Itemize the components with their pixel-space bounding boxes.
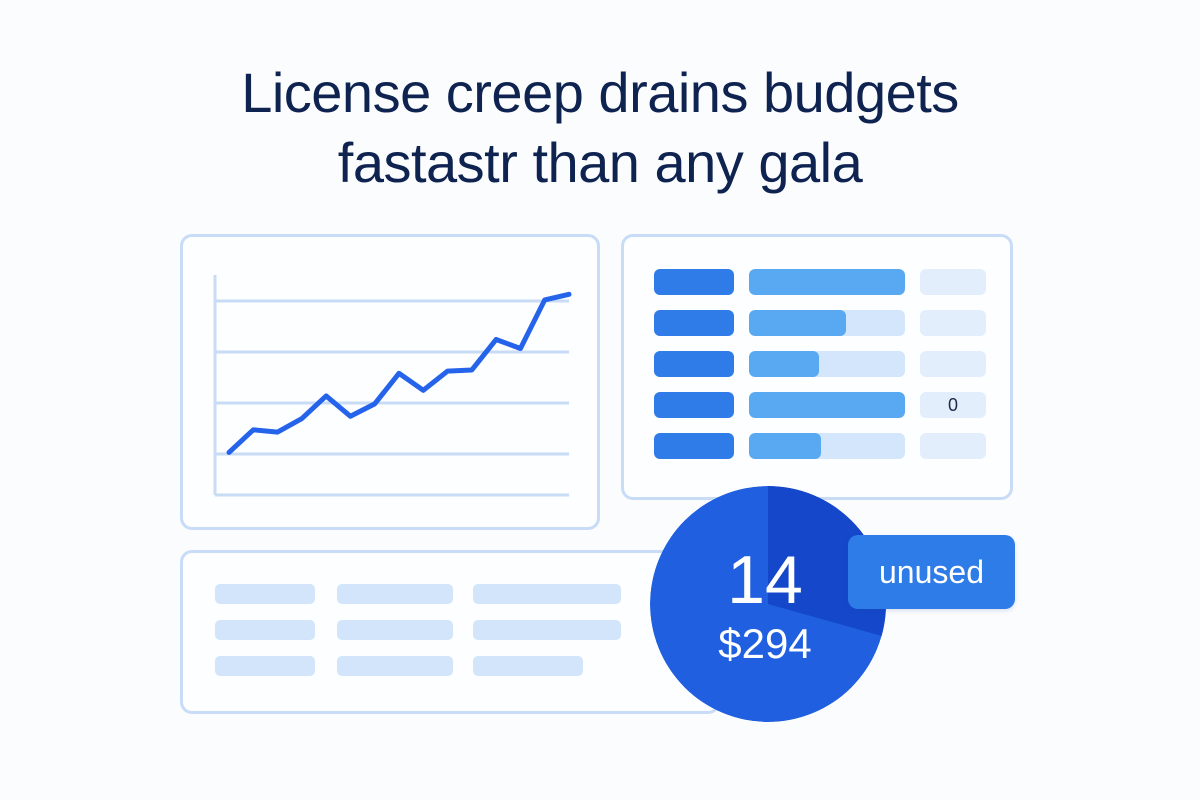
license-row-value bbox=[920, 433, 986, 459]
usage-bar-fill bbox=[749, 310, 846, 336]
usage-bar-fill bbox=[749, 269, 905, 295]
unused-amount: $294 bbox=[718, 620, 812, 667]
list-cell-placeholder bbox=[337, 584, 453, 604]
list-cell-placeholder bbox=[473, 620, 621, 640]
usage-bar-track bbox=[749, 351, 905, 377]
list-cell-placeholder bbox=[215, 584, 315, 604]
license-row-key bbox=[654, 392, 734, 418]
license-row-value bbox=[920, 351, 986, 377]
headline-line-2: fastastr than any gala bbox=[337, 131, 863, 194]
license-row: 0 bbox=[624, 392, 1016, 418]
list-cell-placeholder bbox=[337, 656, 453, 676]
usage-bar-track bbox=[749, 310, 905, 336]
usage-bar-track bbox=[749, 392, 905, 418]
license-row bbox=[624, 310, 1016, 336]
license-table-panel: 0 bbox=[621, 234, 1013, 500]
list-cell-placeholder bbox=[473, 584, 621, 604]
license-row-key bbox=[654, 269, 734, 295]
unused-badge: unused bbox=[848, 535, 1015, 609]
list-cell-placeholder bbox=[337, 620, 453, 640]
license-row bbox=[624, 433, 1016, 459]
license-row-key bbox=[654, 433, 734, 459]
list-cell-placeholder bbox=[473, 656, 583, 676]
list-row bbox=[215, 656, 635, 676]
trend-chart-panel bbox=[180, 234, 600, 530]
license-row-value bbox=[920, 310, 986, 336]
license-row-key bbox=[654, 351, 734, 377]
trend-chart bbox=[213, 275, 572, 497]
list-cell-placeholder bbox=[215, 656, 315, 676]
license-row bbox=[624, 351, 1016, 377]
license-row-value bbox=[920, 269, 986, 295]
usage-bar-fill bbox=[749, 433, 821, 459]
usage-bar-track bbox=[749, 269, 905, 295]
list-cell-placeholder bbox=[215, 620, 315, 640]
usage-bar-track bbox=[749, 433, 905, 459]
list-row bbox=[215, 584, 635, 604]
license-list-panel bbox=[180, 550, 720, 714]
usage-bar-fill bbox=[749, 392, 905, 418]
trend-line bbox=[226, 291, 572, 455]
usage-bar-fill bbox=[749, 351, 820, 377]
headline-line-1: License creep drains budgets bbox=[241, 61, 959, 124]
unused-count: 14 bbox=[727, 542, 803, 618]
headline: License creep drains budgets fastastr th… bbox=[0, 58, 1200, 198]
license-row-key bbox=[654, 310, 734, 336]
license-row bbox=[624, 269, 1016, 295]
license-row-value: 0 bbox=[920, 392, 986, 418]
list-row bbox=[215, 620, 635, 640]
